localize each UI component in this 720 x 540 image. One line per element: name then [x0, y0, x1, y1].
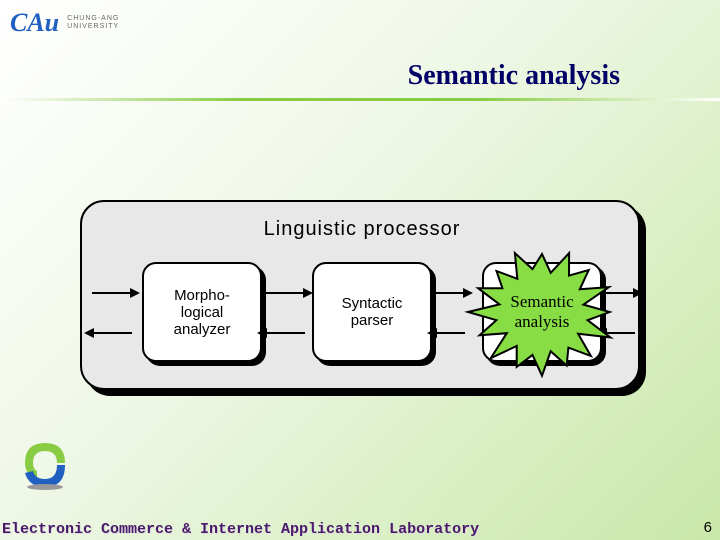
linguistic-processor-diagram: Linguistic processor Morpho-logicalanaly…	[80, 200, 640, 400]
logo-text: CAu	[10, 8, 59, 38]
highlight-label: Semanticanalysis	[510, 292, 573, 332]
box-syntactic: Syntacticparser	[312, 262, 432, 362]
title-rule	[0, 98, 720, 101]
box-syntactic-label: Syntacticparser	[342, 295, 403, 329]
box-morpho-label: Morpho-logicalanalyzer	[174, 287, 231, 338]
arrow-in-top-1	[92, 292, 132, 294]
footer-e-logo	[10, 430, 80, 500]
outer-box: Linguistic processor Morpho-logicalanaly…	[80, 200, 640, 390]
outer-box-title: Linguistic processor	[82, 218, 642, 241]
footer-lab-text: Electronic Commerce & Internet Applicati…	[2, 521, 479, 538]
arrow-out-bottom-1	[92, 332, 132, 334]
page-number: 6	[704, 519, 712, 536]
highlight-starburst: Semanticanalysis	[462, 242, 622, 382]
arrow-out-bottom-2	[265, 332, 305, 334]
header-logo: CAu CHUNG-ANG UNIVERSITY	[10, 8, 119, 38]
e-commerce-icon	[15, 435, 75, 495]
arrow-in-top-2	[265, 292, 305, 294]
box-morpho: Morpho-logicalanalyzer	[142, 262, 262, 362]
logo-subtitle: CHUNG-ANG UNIVERSITY	[67, 15, 119, 32]
arrow-in-top-3	[435, 292, 465, 294]
slide-title: Semantic analysis	[408, 60, 620, 92]
arrow-out-bottom-3	[435, 332, 465, 334]
